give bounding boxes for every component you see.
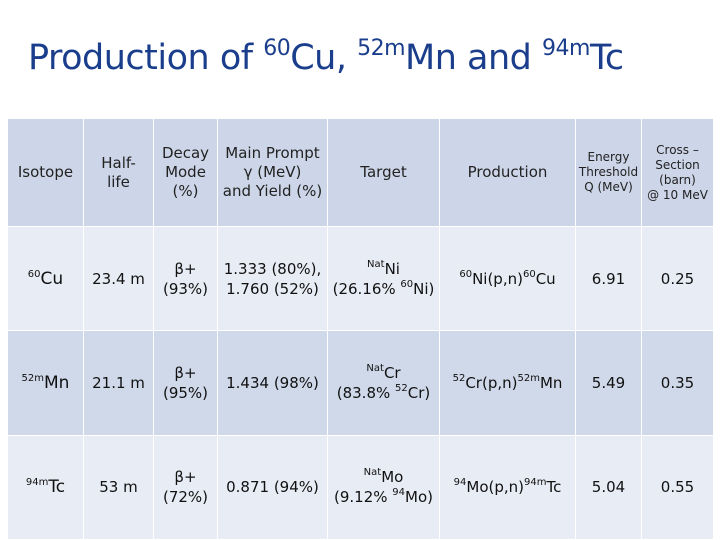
- decay-mode-cell: β+ (72%): [153, 434, 218, 540]
- header-half-life: Half-life: [83, 118, 154, 227]
- decay-mode-cell: β+ (93%): [153, 225, 218, 332]
- isotope-cell: 52mMn: [7, 330, 84, 436]
- target-cell: NatCr (83.8% 52Cr): [327, 330, 440, 436]
- cross-section-cell: 0.25: [641, 225, 714, 332]
- gamma-cell: 0.871 (94%): [217, 434, 328, 540]
- half-life-cell: 53 m: [83, 434, 154, 540]
- header-energy-threshold: Energy Threshold Q (MeV): [575, 118, 642, 227]
- isotope-table: Isotope Half-life Decay Mode (%) Main Prom…: [7, 118, 714, 540]
- title-mass-tc: 94m: [542, 36, 590, 61]
- target-cell: NatMo (9.12% 94Mo): [327, 434, 440, 540]
- title-text: Mn and: [405, 38, 542, 78]
- table-row: 60Cu 23.4 m β+ (93%) 1.333 (80%), 1.760 (5…: [7, 225, 714, 332]
- cross-section-cell: 0.35: [641, 330, 714, 436]
- isotope-cell: 60Cu: [7, 225, 84, 332]
- production-cell: 52Cr(p,n)52mMn: [439, 330, 576, 436]
- header-decay-mode: Decay Mode (%): [153, 118, 218, 227]
- production-cell: 94Mo(p,n)94mTc: [439, 434, 576, 540]
- table-row: 52mMn 21.1 m β+ (95%) 1.434 (98%) NatCr (8…: [7, 330, 714, 436]
- gamma-cell: 1.333 (80%), 1.760 (52%): [217, 225, 328, 332]
- table-row: 94mTc 53 m β+ (72%) 0.871 (94%) NatMo (9.1…: [7, 434, 714, 540]
- header-row: Isotope Half-life Decay Mode (%) Main Prom…: [7, 118, 714, 227]
- cross-section-cell: 0.55: [641, 434, 714, 540]
- energy-threshold-cell: 6.91: [575, 225, 642, 332]
- energy-threshold-cell: 5.04: [575, 434, 642, 540]
- slide-title: Production of 60Cu, 52mMn and 94mTc: [28, 36, 624, 79]
- title-mass-mn: 52m: [357, 36, 406, 61]
- title-text: Tc: [589, 38, 624, 78]
- half-life-cell: 21.1 m: [83, 330, 154, 436]
- gamma-cell: 1.434 (98%): [217, 330, 328, 436]
- title-text: Production of: [28, 38, 264, 78]
- title-text: Cu,: [290, 38, 358, 78]
- header-isotope: Isotope: [7, 118, 84, 227]
- header-main-prompt-gamma: Main Prompt γ (MeV) and Yield (%): [217, 118, 328, 227]
- header-production: Production: [439, 118, 576, 227]
- header-target: Target: [327, 118, 440, 227]
- decay-mode-cell: β+ (95%): [153, 330, 218, 436]
- title-mass-cu: 60: [263, 36, 291, 61]
- energy-threshold-cell: 5.49: [575, 330, 642, 436]
- isotope-cell: 94mTc: [7, 434, 84, 540]
- production-cell: 60Ni(p,n)60Cu: [439, 225, 576, 332]
- target-cell: NatNi (26.16% 60Ni): [327, 225, 440, 332]
- half-life-cell: 23.4 m: [83, 225, 154, 332]
- header-cross-section: Cross – Section (barn) @ 10 MeV: [641, 118, 714, 227]
